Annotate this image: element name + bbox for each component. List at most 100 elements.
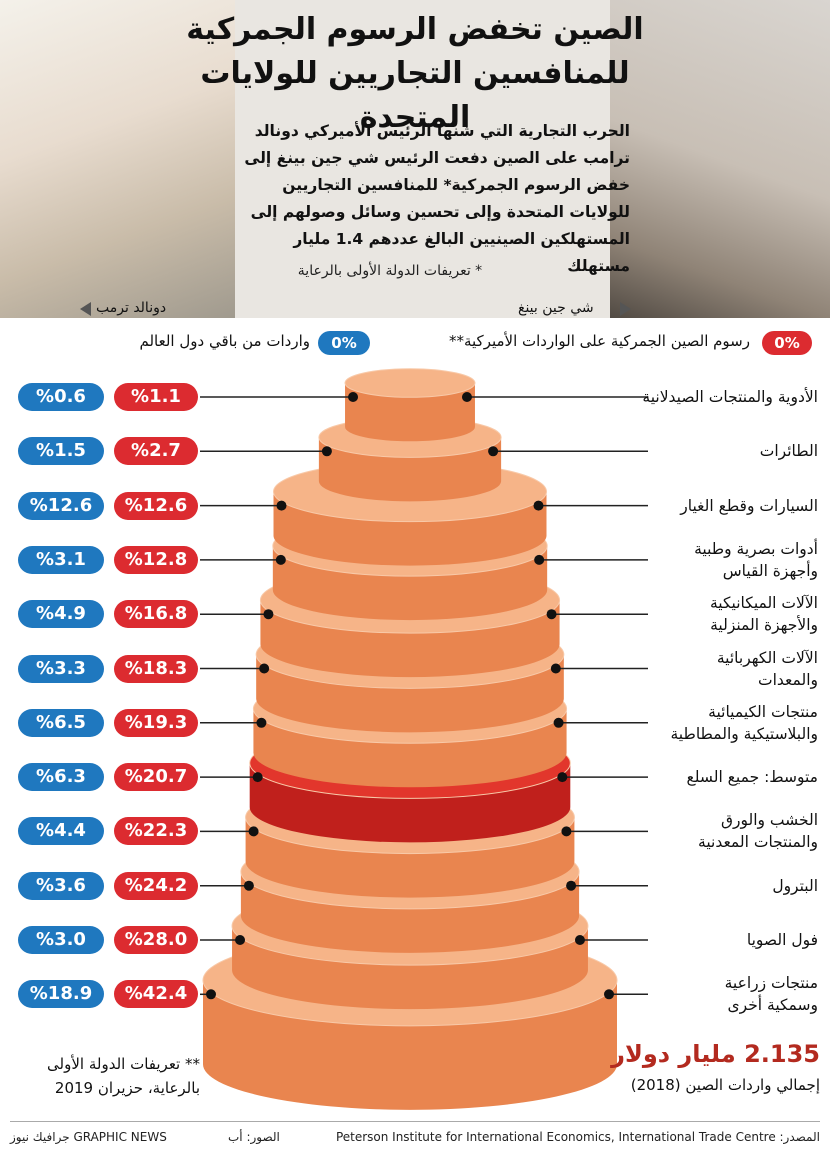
world-tariff-value: %12.6 <box>18 491 104 520</box>
leader-dot-left <box>252 772 263 783</box>
leader-dot-left <box>248 826 259 837</box>
us-tariff-value: %22.3 <box>114 817 198 846</box>
us-tariff-value: %28.0 <box>114 926 198 954</box>
category-label-line: السيارات وقطع الغيار <box>680 496 818 515</box>
intro-text: الحرب التجارية التي شنها الرئيس الأميركي… <box>244 122 630 275</box>
category-label-line: وأجهزة القياس <box>722 561 818 580</box>
us-tariff-value: %2.7 <box>114 437 198 466</box>
leader-dot-left <box>276 500 287 511</box>
category-label: منتجات زراعية وسمكية أخرى <box>560 972 818 1016</box>
photo-xi <box>610 0 830 318</box>
footnote-2: ** تعريفات الدولة الأولى بالرعاية، حزيرا… <box>10 1052 200 1100</box>
leader-dot-left <box>243 880 254 891</box>
category-label: فول الصويا <box>560 929 818 951</box>
world-tariff-value: %3.6 <box>18 871 104 900</box>
credits-divider <box>10 1121 820 1122</box>
photo-trump <box>0 0 235 318</box>
leader-dot-right <box>561 826 572 837</box>
leader-dot-left <box>256 717 267 728</box>
world-tariff-value: %0.6 <box>18 383 104 411</box>
category-label: متوسط: جميع السلع <box>560 766 818 788</box>
category-label: الخشب والورق والمنتجات المعدنية <box>560 809 818 853</box>
world-tariff-value: %6.5 <box>18 708 104 737</box>
category-label-line: أدوات بصرية وطبية <box>694 539 818 558</box>
world-tariff-value: %3.1 <box>18 545 104 574</box>
legend-us-pill: 0% <box>762 331 812 355</box>
category-label-line: وسمكية أخرى <box>727 996 818 1015</box>
leader-dot-right <box>461 392 472 402</box>
photo-credit: الصور: أب <box>228 1130 280 1144</box>
category-label-line: الخشب والورق <box>720 811 818 830</box>
leader-dot-left <box>206 989 216 1000</box>
world-tariff-value: %6.3 <box>18 763 104 792</box>
leader-dot-left <box>259 663 270 674</box>
category-label: منتجات الكيميائية والبلاستيكية والمطاطية <box>560 701 819 745</box>
person-left-caption: دونالد ترمب <box>96 300 167 316</box>
category-label-line: البترول <box>772 876 818 895</box>
category-label-line: منتجات زراعية <box>724 974 818 993</box>
category-label: السيارات وقطع الغيار <box>560 495 818 517</box>
us-tariff-value: %42.4 <box>114 980 198 1009</box>
arrow-left-icon <box>80 302 91 316</box>
legend-world-label: واردات من باقي دول العالم <box>139 332 311 350</box>
category-label-line: فول الصويا <box>746 931 818 949</box>
category-label: البترول <box>560 875 818 897</box>
leader-dot-right <box>546 609 557 620</box>
world-tariff-value: %4.9 <box>18 600 104 629</box>
us-tariff-value: %16.8 <box>114 600 198 629</box>
world-tariff-value: %3.3 <box>18 654 104 683</box>
category-label-line: الأدوية والمنتجات الصيدلانية <box>642 388 818 406</box>
credits-bar: جرافيك نيوز GRAPHIC NEWS الصور: أب المصد… <box>0 1121 830 1157</box>
leader-dot-right <box>550 663 561 674</box>
category-label-line: الطائرات <box>759 442 818 461</box>
arrow-right-icon <box>620 302 631 316</box>
leader-dot-right <box>533 500 544 511</box>
cake-tier-top <box>344 368 476 398</box>
category-label-line: متوسط: جميع السلع <box>686 768 818 787</box>
cake-tier-side <box>345 383 475 442</box>
leader-dot-right <box>566 880 577 891</box>
category-label-line: الآلات الميكانيكية <box>710 594 818 613</box>
footnote-2-line-2: بالرعاية، حزيران 2019 <box>54 1079 200 1097</box>
leader-dot-right <box>553 717 564 728</box>
page-title: الصين تخفض الرسوم الجمركية للمنافسين الت… <box>160 8 670 140</box>
leader-dot-right <box>534 554 545 565</box>
category-label-line: والمعدات <box>758 670 818 689</box>
world-tariff-value: %18.9 <box>18 980 104 1009</box>
category-label: الآلات الكهربائية والمعدات <box>560 647 818 691</box>
leader-dot-right <box>488 446 499 457</box>
us-tariff-value: %19.3 <box>114 708 198 737</box>
world-tariff-value: %3.0 <box>18 926 104 954</box>
header: الصين تخفض الرسوم الجمركية للمنافسين الت… <box>0 0 830 318</box>
leader-dot-left <box>235 935 246 945</box>
category-label: الأدوية والمنتجات الصيدلانية <box>560 386 818 408</box>
leader-dot-right <box>557 772 568 783</box>
legend-us-label: رسوم الصين الجمركية على الواردات الأميرك… <box>448 332 750 350</box>
leader-dot-right <box>574 935 585 945</box>
us-tariff-value: %18.3 <box>114 654 198 683</box>
category-label-line: والأجهزة المنزلية <box>710 616 818 635</box>
source-credit: المصدر: Peterson Institute for Internati… <box>335 1130 820 1144</box>
us-tariff-value: %24.2 <box>114 871 198 900</box>
category-label-line: والبلاستيكية والمطاطية <box>670 724 819 743</box>
us-tariff-value: %20.7 <box>114 763 198 792</box>
us-tariff-value: %12.8 <box>114 545 198 574</box>
leader-dot-left <box>263 609 274 620</box>
us-tariff-value: %1.1 <box>114 383 198 411</box>
footnote-mfn: * تعريفات الدولة الأولى بالرعاية <box>297 263 483 279</box>
us-tariff-value: %12.6 <box>114 491 198 520</box>
legend-world-pill: 0% <box>318 331 370 355</box>
leader-dot-right <box>604 989 614 1000</box>
total-imports-value: 2.135 مليار دولار <box>611 1040 820 1068</box>
total-imports-label: إجمالي واردات الصين (2018) <box>630 1076 820 1094</box>
category-label-line: والمنتجات المعدنية <box>698 833 818 852</box>
category-label: الطائرات <box>560 440 818 462</box>
leader-dot-left <box>321 446 332 457</box>
publisher-credit: جرافيك نيوز GRAPHIC NEWS <box>10 1130 167 1144</box>
world-tariff-value: %1.5 <box>18 437 104 466</box>
category-label: أدوات بصرية وطبية وأجهزة القياس <box>560 538 818 582</box>
footnote-2-line-1: ** تعريفات الدولة الأولى <box>47 1055 200 1073</box>
category-label: الآلات الميكانيكية والأجهزة المنزلية <box>560 592 818 636</box>
category-label-line: الآلات الكهربائية <box>716 648 818 667</box>
